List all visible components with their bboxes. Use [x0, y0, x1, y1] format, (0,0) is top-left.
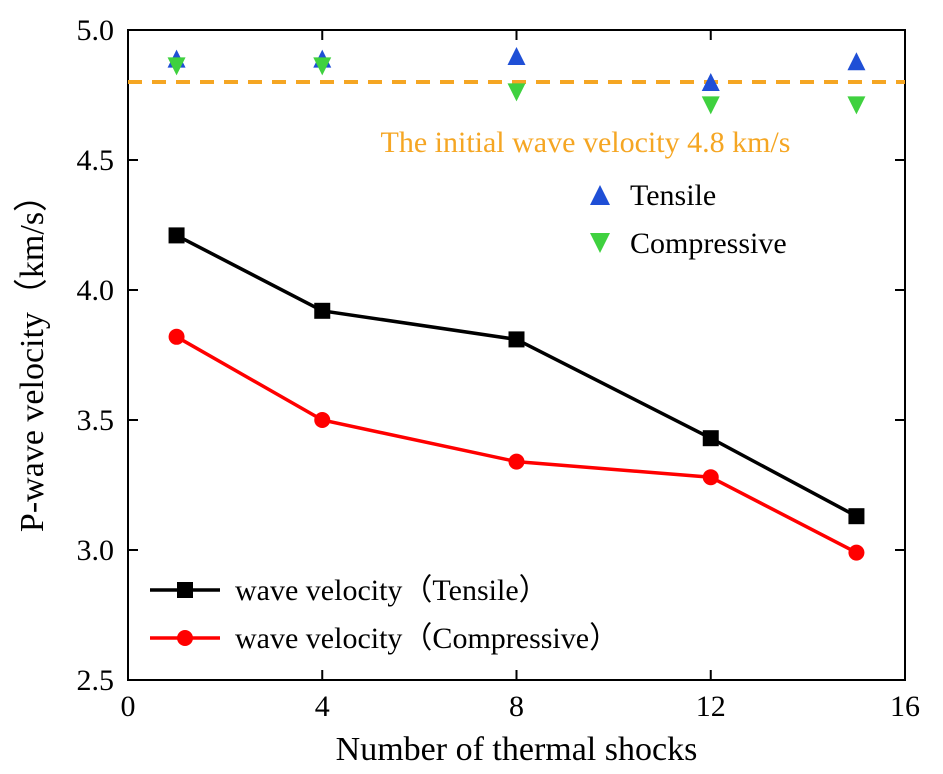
marker-square [177, 582, 193, 598]
marker-triangle-down [702, 96, 720, 114]
y-tick-label: 4.0 [77, 274, 115, 307]
marker-circle [848, 545, 864, 561]
x-tick-label: 8 [509, 690, 524, 723]
x-axis-title: Number of thermal shocks [336, 731, 698, 768]
marker-triangle-down [508, 83, 526, 101]
marker-triangle-down [847, 96, 865, 114]
x-tick-label: 16 [890, 690, 920, 723]
marker-square [314, 303, 330, 319]
chart-svg: 0 4 8 12 16 2.5 3.0 3.5 4.0 4.5 5.0 Number of therm… [0, 0, 943, 774]
marker-triangle-up [508, 47, 526, 65]
marker-triangle-down [590, 233, 610, 253]
reference-label: The initial wave velocity 4.8 km/s [381, 126, 791, 159]
marker-circle [177, 630, 193, 646]
x-tick-label: 12 [696, 690, 726, 723]
x-tick-label: 4 [315, 690, 330, 723]
marker-circle [703, 469, 719, 485]
y-tick-label: 3.0 [77, 534, 115, 567]
line-series [177, 235, 857, 516]
marker-square [848, 508, 864, 524]
x-tick-label: 0 [121, 690, 136, 723]
marker-circle [169, 329, 185, 345]
marker-square [703, 430, 719, 446]
y-axis-title: P-wave velocity（km/s） [13, 178, 51, 532]
marker-circle [314, 412, 330, 428]
legend-scatter-label: Tensile [630, 179, 716, 212]
legend-scatter-label: Compressive [630, 227, 787, 260]
y-tick-label: 3.5 [77, 404, 115, 437]
marker-triangle-up [590, 185, 610, 205]
legend-line-label: wave velocity（Tensile） [235, 574, 549, 607]
marker-square [169, 227, 185, 243]
pwave-chart: 0 4 8 12 16 2.5 3.0 3.5 4.0 4.5 5.0 Number of therm… [0, 0, 943, 774]
y-tick-label: 4.5 [77, 144, 115, 177]
marker-circle [509, 454, 525, 470]
y-tick-label: 2.5 [77, 664, 115, 697]
y-tick-label: 5.0 [77, 14, 115, 47]
marker-square [509, 331, 525, 347]
marker-triangle-up [847, 52, 865, 70]
legend-line-label: wave velocity（Compressive） [235, 622, 619, 655]
line-series [177, 337, 857, 553]
